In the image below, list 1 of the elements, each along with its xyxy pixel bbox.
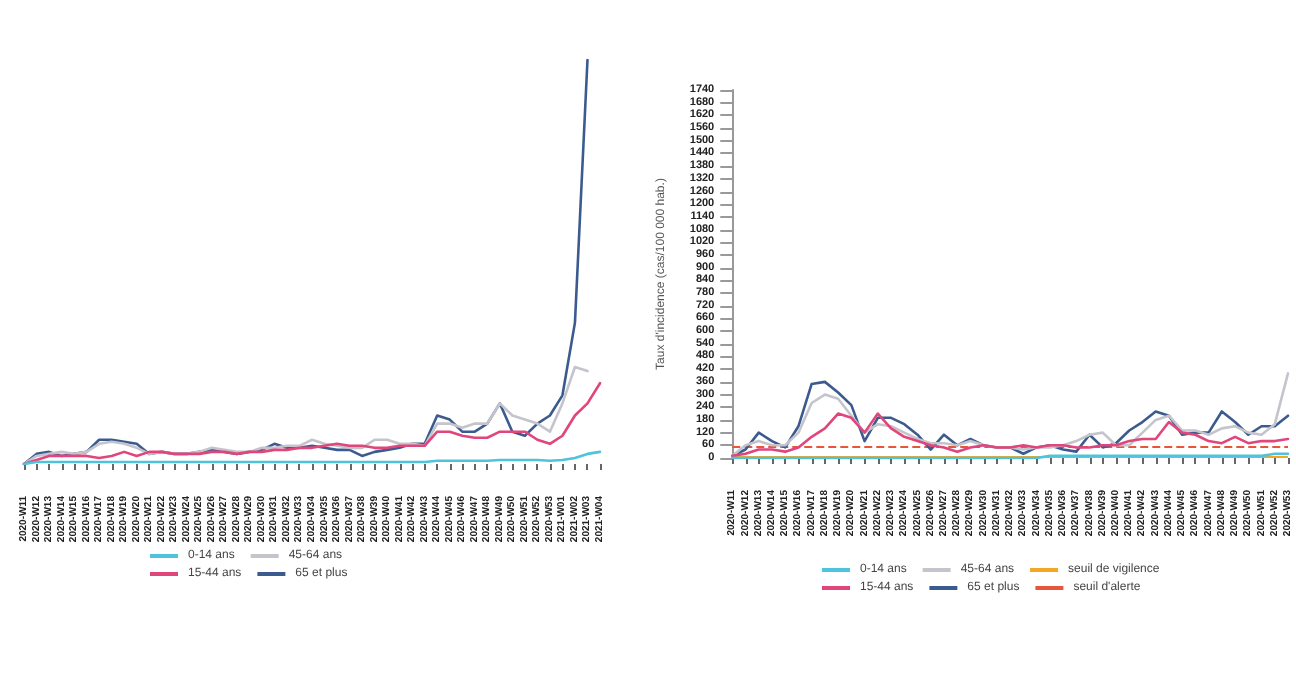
line-series <box>730 412 1290 458</box>
